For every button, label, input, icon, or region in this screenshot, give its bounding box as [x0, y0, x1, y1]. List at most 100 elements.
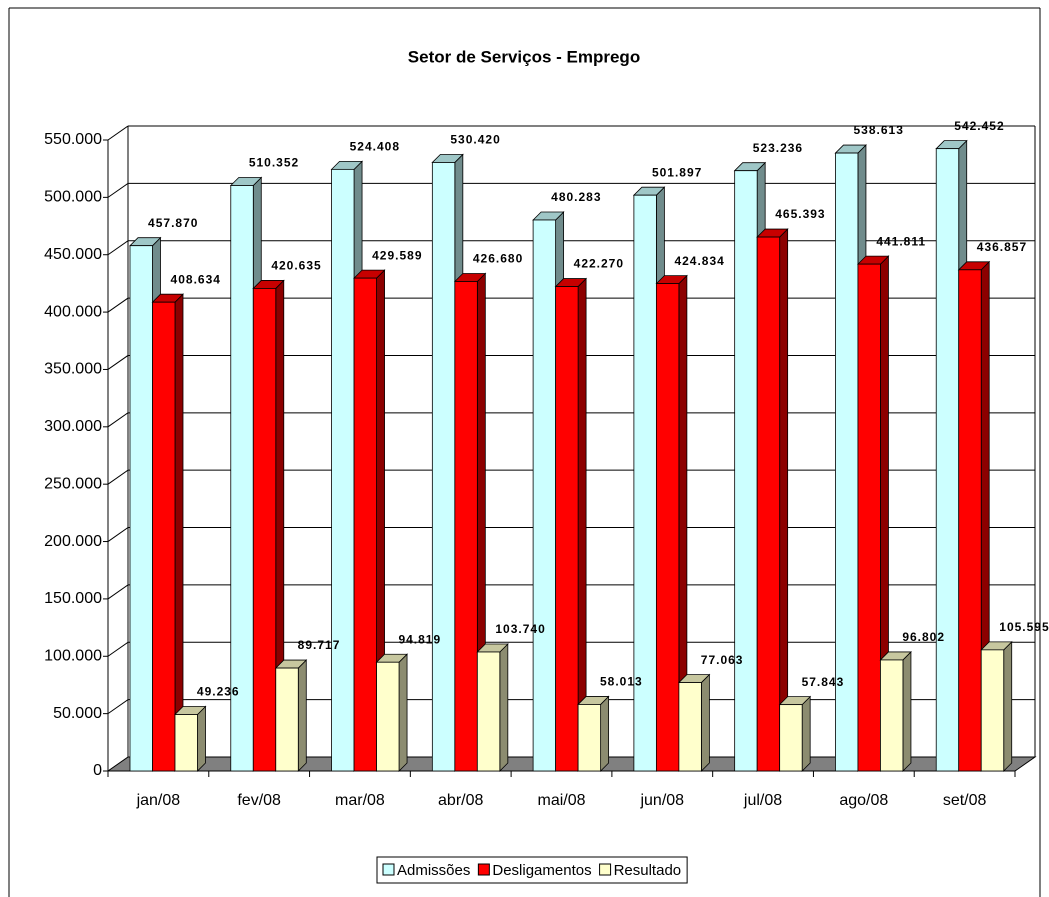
bar-front — [174, 714, 198, 772]
value-label: 542.452 — [954, 119, 1004, 133]
bar-front — [935, 148, 960, 772]
value-label: 457.870 — [148, 216, 198, 230]
bar-side — [779, 228, 789, 772]
grid-line-side — [107, 355, 129, 370]
grid-line-side — [107, 641, 129, 657]
legend-swatch — [477, 863, 490, 876]
value-label: 501.897 — [652, 165, 702, 179]
bar-front — [734, 170, 758, 772]
x-tick-label: jun/08 — [639, 792, 684, 809]
y-tick-label: 0 — [93, 762, 102, 779]
y-tick-label: 100.000 — [44, 647, 102, 664]
bar-front — [555, 286, 579, 772]
legend-label: Resultado — [614, 862, 682, 879]
y-tick-label: 400.000 — [44, 303, 102, 320]
legend: Admissões Desligamentos Resultado — [376, 856, 688, 884]
bar-front — [857, 263, 881, 772]
bar-side — [174, 293, 184, 772]
bar-front — [331, 168, 355, 772]
bar-side — [600, 695, 610, 772]
y-tick-label: 350.000 — [44, 361, 102, 378]
value-label: 441.811 — [876, 234, 926, 248]
bar — [554, 277, 588, 772]
x-tick-label: mai/08 — [537, 792, 585, 809]
grid-line-side — [107, 469, 129, 485]
bar-front — [431, 162, 456, 772]
y-tick-label: 500.000 — [44, 189, 102, 206]
bar-front — [476, 651, 501, 772]
grid-line-side — [107, 240, 129, 256]
x-tick-label: ago/08 — [839, 792, 888, 809]
value-label: 538.613 — [853, 123, 903, 137]
bar — [375, 653, 409, 772]
x-tick-label: jan/08 — [136, 792, 181, 809]
bar-front — [376, 661, 400, 772]
bar-front — [230, 185, 254, 772]
value-label: 89.717 — [298, 638, 341, 652]
x-tick-label: fev/08 — [237, 792, 281, 809]
bar — [655, 274, 688, 772]
value-label: 77.063 — [701, 653, 744, 667]
y-tick-label: 450.000 — [44, 246, 102, 263]
value-label: 94.819 — [398, 632, 441, 646]
bar-side — [700, 673, 710, 772]
bar — [677, 673, 711, 772]
bar-front — [252, 288, 277, 772]
x-tick-label: set/08 — [943, 792, 987, 809]
grid-line-side — [107, 125, 129, 141]
bar-front — [779, 704, 803, 772]
grid-line-side — [107, 584, 129, 600]
value-label: 436.857 — [977, 240, 1027, 254]
value-label: 426.680 — [473, 252, 523, 266]
bar-front — [152, 301, 176, 772]
y-tick-label: 550.000 — [44, 131, 102, 148]
bar — [879, 650, 912, 772]
value-label: 57.843 — [802, 675, 845, 689]
bar-front — [353, 277, 377, 772]
bar-front — [454, 281, 478, 772]
bar-front — [980, 649, 1005, 772]
grid-line-side — [107, 297, 129, 313]
value-label: 530.420 — [450, 133, 500, 147]
bar — [980, 640, 1013, 772]
bar-front — [129, 245, 153, 772]
bar — [577, 695, 610, 772]
legend-swatch — [382, 863, 395, 876]
bar-front — [756, 236, 781, 772]
legend-label: Admissões — [397, 862, 470, 879]
bar — [957, 260, 991, 772]
bar — [174, 705, 207, 772]
value-label: 103.740 — [495, 622, 545, 636]
bar-side — [1003, 640, 1013, 772]
value-label: 523.236 — [753, 141, 803, 155]
bar-front — [577, 704, 602, 772]
bar-side — [297, 659, 307, 772]
value-label: 480.283 — [551, 190, 601, 204]
value-label: 510.352 — [249, 156, 299, 170]
y-tick-label: 200.000 — [44, 533, 102, 550]
bar-side — [902, 650, 912, 772]
bar-front — [678, 682, 702, 772]
grid-line-side — [107, 182, 129, 198]
bar-front — [958, 269, 982, 772]
grid-line-side — [107, 527, 129, 542]
y-tick-label: 50.000 — [53, 705, 102, 722]
bar-front — [275, 667, 299, 772]
value-label: 524.408 — [350, 140, 400, 154]
legend-box — [376, 856, 688, 884]
value-label: 49.236 — [197, 685, 240, 699]
value-label: 58.013 — [600, 675, 643, 689]
y-tick-label: 300.000 — [44, 418, 102, 435]
bar — [856, 255, 890, 772]
chart-title: Setor de Serviços - Emprego — [408, 47, 640, 66]
value-label: 422.270 — [574, 257, 624, 271]
bar — [756, 228, 789, 772]
value-label: 408.634 — [171, 272, 221, 286]
bar-front — [532, 219, 557, 772]
bar — [476, 643, 509, 772]
x-tick-label: jul/08 — [743, 792, 782, 809]
bar — [353, 269, 386, 772]
bar-front — [880, 659, 904, 772]
bar-side — [398, 653, 408, 772]
